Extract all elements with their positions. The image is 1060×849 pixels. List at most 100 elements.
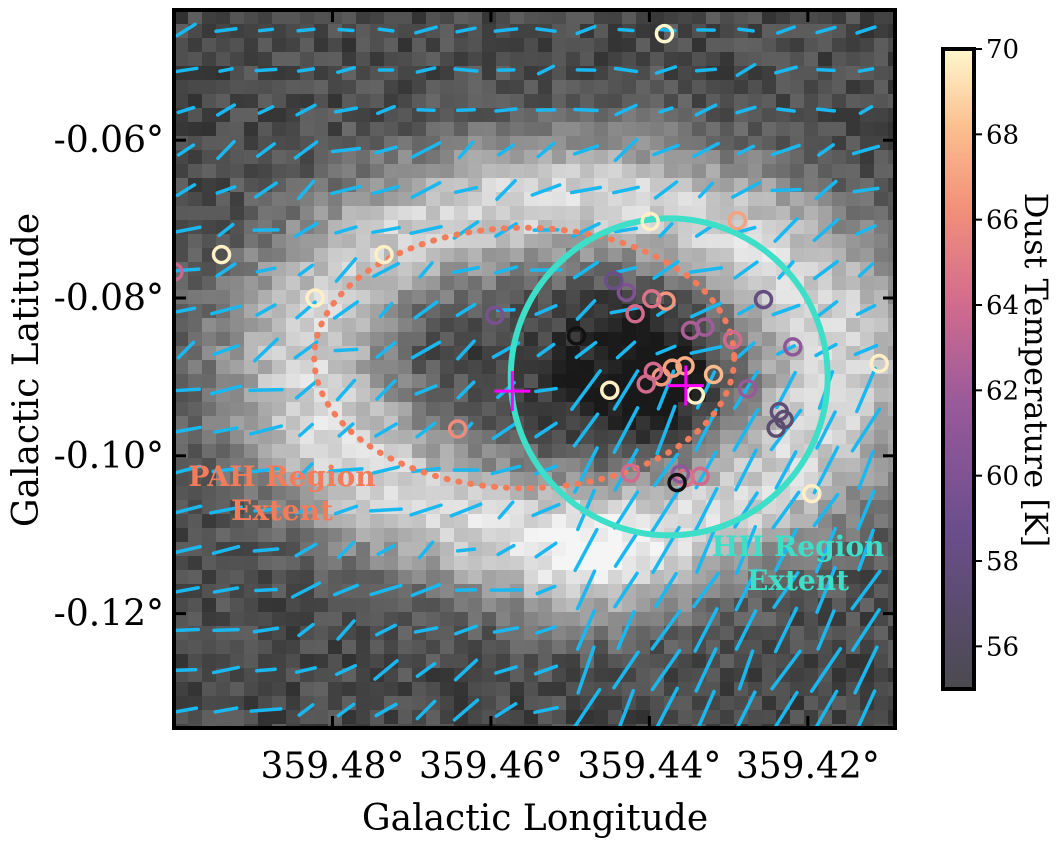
data-point <box>695 317 715 337</box>
background-pixel <box>510 136 525 151</box>
background-pixel <box>524 500 539 515</box>
background-pixel <box>286 38 301 53</box>
background-pixel <box>426 612 441 627</box>
background-pixel <box>552 374 567 389</box>
background-pixel <box>468 430 483 445</box>
background-pixel <box>720 738 735 753</box>
background-pixel <box>370 528 385 543</box>
background-pixel <box>566 136 581 151</box>
background-pixel <box>762 192 777 207</box>
background-pixel <box>258 444 273 459</box>
polarization-vector <box>694 103 718 117</box>
background-pixel <box>216 486 231 501</box>
background-pixel <box>636 24 651 39</box>
background-pixel <box>370 94 385 109</box>
background-pixel <box>874 38 889 53</box>
background-pixel <box>748 598 763 613</box>
background-pixel <box>832 542 847 557</box>
background-pixel <box>902 262 917 277</box>
background-pixel <box>804 24 819 39</box>
background-pixel <box>370 276 385 291</box>
polarization-vector <box>211 544 241 556</box>
background-pixel <box>860 10 875 25</box>
polarization-vector <box>535 584 557 596</box>
background-pixel <box>482 472 497 487</box>
data-point <box>802 483 822 504</box>
background-pixel <box>608 486 623 501</box>
background-pixel <box>790 710 805 725</box>
background-pixel <box>902 416 917 431</box>
background-pixel <box>664 52 679 67</box>
background-pixel <box>552 66 567 81</box>
background-pixel <box>272 514 287 529</box>
background-pixel <box>454 598 469 613</box>
polarization-vector <box>650 648 682 692</box>
background-pixel <box>356 626 371 641</box>
polarization-vector <box>453 658 479 682</box>
background-pixel <box>356 66 371 81</box>
background-pixel <box>216 10 231 25</box>
background-pixel <box>524 66 539 81</box>
background-pixel <box>258 374 273 389</box>
background-pixel <box>440 654 455 669</box>
background-pixel <box>874 626 889 641</box>
background-pixel <box>804 136 819 151</box>
background-pixel <box>412 682 427 697</box>
background-pixel <box>216 164 231 179</box>
background-pixel <box>902 80 917 95</box>
polarization-vector <box>572 260 600 280</box>
data-point <box>374 244 394 265</box>
background-pixel <box>888 38 895 53</box>
background-pixel <box>412 570 427 585</box>
background-pixel <box>776 654 791 669</box>
background-pixel <box>202 682 217 697</box>
background-pixel <box>202 710 217 725</box>
background-pixel <box>706 276 721 291</box>
background-pixel <box>580 276 595 291</box>
polarization-vector <box>415 66 437 74</box>
background-pixel <box>202 416 217 431</box>
background-pixel <box>636 178 651 193</box>
background-pixel <box>818 80 833 95</box>
background-pixel <box>524 332 539 347</box>
background-pixel <box>874 332 889 347</box>
background-pixel <box>692 542 707 557</box>
background-pixel <box>832 136 847 151</box>
background-pixel <box>790 150 805 165</box>
polarization-vector <box>692 141 720 159</box>
background-pixel <box>454 164 469 179</box>
background-pixel <box>888 402 895 417</box>
background-pixel <box>496 402 511 417</box>
polarization-vector <box>174 66 199 74</box>
background-pixel <box>384 388 399 403</box>
background-pixel <box>860 206 875 221</box>
background-pixel <box>440 402 455 417</box>
background-pixel <box>734 164 749 179</box>
background-pixel <box>776 80 791 95</box>
background-pixel <box>874 416 889 431</box>
background-pixel <box>300 52 315 67</box>
background-pixel <box>426 10 441 25</box>
background-pixel <box>594 640 609 655</box>
background-pixel <box>510 164 525 179</box>
background-pixel <box>762 318 777 333</box>
background-pixel <box>230 24 245 39</box>
background-pixel <box>272 234 287 249</box>
background-pixel <box>860 402 875 417</box>
background-pixel <box>734 360 749 375</box>
polarization-vector <box>689 345 723 355</box>
background-pixel <box>692 206 707 221</box>
background-pixel <box>188 10 203 25</box>
background-pixel <box>216 290 231 305</box>
background-pixel <box>776 570 791 585</box>
data-point <box>620 463 641 483</box>
background-pixel <box>608 178 623 193</box>
background-pixel <box>202 136 217 151</box>
polarization-vector <box>410 141 442 159</box>
background-pixel <box>258 248 273 263</box>
background-pixel <box>594 66 609 81</box>
background-pixel <box>370 598 385 613</box>
background-pixel <box>202 640 217 655</box>
background-pixel <box>468 94 483 109</box>
background-pixel <box>272 318 287 333</box>
